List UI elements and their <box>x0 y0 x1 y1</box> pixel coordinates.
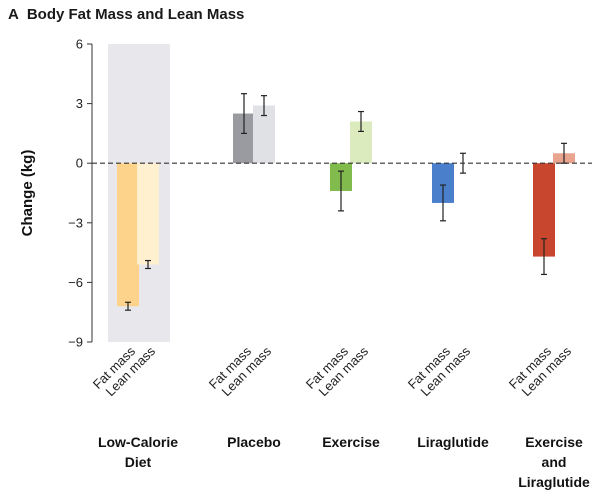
group-label-line: Exercise <box>525 434 583 450</box>
bar-1-fat-mass <box>233 113 255 164</box>
bar-0-fat-mass <box>117 163 139 307</box>
bar-4-fat-mass <box>533 163 555 257</box>
bar-1-lean-mass <box>253 105 275 164</box>
panel-title-text: Body Fat Mass and Lean Mass <box>26 6 245 23</box>
group-label: Exercise <box>322 434 380 450</box>
group-label-line: Exercise <box>322 434 380 450</box>
group-label-line: Liraglutide <box>417 434 489 450</box>
group-label: Low-Calorie Diet <box>98 434 178 470</box>
chart-title: A Body Fat Mass and Lean Mass <box>8 6 244 23</box>
bar-3-fat-mass <box>432 163 454 203</box>
y-tick-label: 0 <box>76 156 83 171</box>
bar-0-lean-mass <box>137 163 159 265</box>
group-label-line: Liraglutide <box>518 474 590 490</box>
panel-letter: A <box>8 6 19 23</box>
y-tick-label: −6 <box>68 275 83 290</box>
y-tick-label: 6 <box>76 37 83 52</box>
y-axis-label: Change (kg) <box>19 150 36 237</box>
y-tick-label: −9 <box>68 335 83 350</box>
group-label-line: Placebo <box>227 434 281 450</box>
group-label: Liraglutide <box>417 434 489 450</box>
group-label: Placebo <box>227 434 281 450</box>
group-label-line: Diet <box>125 454 152 470</box>
y-tick-label: −3 <box>68 215 83 230</box>
y-tick-label: 3 <box>76 96 83 111</box>
group-label-line: and <box>542 454 567 470</box>
group-label-line: Low-Calorie <box>98 434 178 450</box>
group-label: Exercise and Liraglutide <box>518 434 590 490</box>
bar-2-lean-mass <box>350 121 372 164</box>
